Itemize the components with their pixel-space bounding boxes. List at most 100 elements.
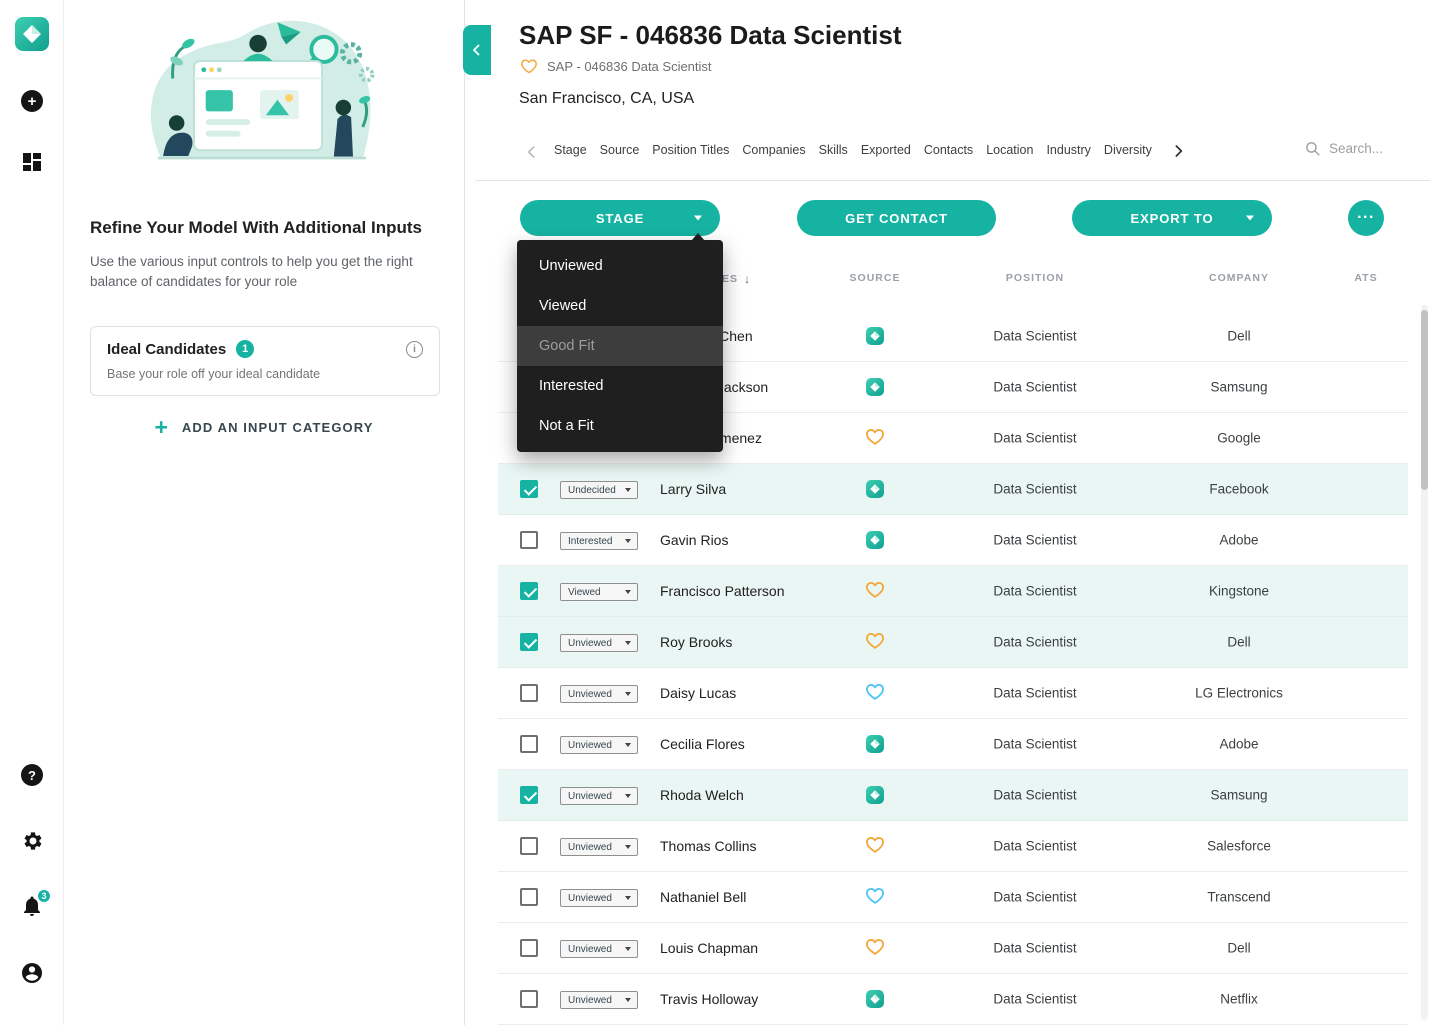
favorite-heart-icon[interactable]: [520, 58, 538, 74]
filter-tab[interactable]: Skills: [818, 143, 848, 157]
export-to-button[interactable]: EXPORT TO: [1072, 200, 1272, 236]
column-header-source: SOURCE: [849, 272, 901, 284]
add-input-category-button[interactable]: + ADD AN INPUT CATEGORY: [64, 416, 464, 439]
candidate-company: Transcend: [1207, 889, 1271, 905]
more-actions-button[interactable]: ...: [1348, 200, 1384, 236]
stage-select[interactable]: Undecided: [560, 481, 638, 499]
stage-menu-item[interactable]: Not a Fit: [539, 418, 594, 434]
row-checkbox[interactable]: [520, 939, 538, 957]
table-row[interactable]: Undecided Larry Silva Data Scientist Fac…: [498, 464, 1408, 515]
source-cell: [866, 735, 884, 753]
row-checkbox[interactable]: [520, 735, 538, 753]
stage-select[interactable]: Unviewed: [560, 838, 638, 856]
stage-select[interactable]: Unviewed: [560, 685, 638, 703]
candidate-name: Travis Holloway: [660, 991, 759, 1007]
chevron-down-icon: [625, 845, 631, 849]
app-source-icon: [866, 327, 884, 345]
favorite-heart-orange-icon[interactable]: [865, 938, 885, 959]
filter-tab[interactable]: Location: [986, 143, 1034, 157]
stage-select[interactable]: Unviewed: [560, 736, 638, 754]
chevron-down-icon: [625, 641, 631, 645]
row-checkbox[interactable]: [520, 888, 538, 906]
filter-tab[interactable]: Diversity: [1103, 143, 1152, 157]
info-icon[interactable]: i: [406, 340, 423, 358]
app-source-icon: [866, 378, 884, 396]
row-checkbox[interactable]: [520, 582, 538, 600]
sort-descending-icon: ↓: [744, 272, 752, 286]
candidate-position: Data Scientist: [993, 583, 1077, 599]
table-row[interactable]: Unviewed Louis Chapman Data Scientist De…: [498, 923, 1408, 974]
app-logo[interactable]: [15, 17, 49, 51]
chevron-down-icon: [625, 590, 631, 594]
row-checkbox[interactable]: [520, 480, 538, 498]
stage-select[interactable]: Unviewed: [560, 991, 638, 1009]
dashboard-icon[interactable]: [20, 150, 44, 174]
stage-select[interactable]: Viewed: [560, 583, 638, 601]
stage-menu-item[interactable]: Unviewed: [539, 258, 603, 274]
table-row[interactable]: Unviewed Cecilia Flores Data Scientist A…: [498, 719, 1408, 770]
table-row[interactable]: Viewed Francisco Patterson Data Scientis…: [498, 566, 1408, 617]
candidate-name: Gavin Rios: [660, 532, 729, 548]
stage-menu-item[interactable]: Good Fit: [517, 326, 723, 366]
help-icon[interactable]: ?: [20, 763, 44, 787]
favorite-heart-orange-icon[interactable]: [865, 581, 885, 602]
stage-select[interactable]: Unviewed: [560, 940, 638, 958]
row-checkbox[interactable]: [520, 531, 538, 549]
table-row[interactable]: Unviewed Rhoda Welch Data Scientist Sams…: [498, 770, 1408, 821]
stage-menu-item[interactable]: Interested: [539, 378, 604, 394]
table-row[interactable]: Unviewed Daisy Lucas Data Scientist LG E…: [498, 668, 1408, 719]
candidate-company: Dell: [1227, 634, 1251, 650]
account-icon[interactable]: [20, 961, 44, 985]
tabs-scroll-right-button[interactable]: [1168, 141, 1188, 166]
filter-tab[interactable]: Exported: [860, 143, 911, 157]
ideal-candidates-card[interactable]: Ideal Candidates 1 i Base your role off …: [90, 326, 440, 396]
scrollbar-track[interactable]: [1421, 305, 1428, 1020]
stage-button[interactable]: STAGE: [520, 200, 720, 236]
row-checkbox[interactable]: [520, 786, 538, 804]
table-row[interactable]: Unviewed Travis Holloway Data Scientist …: [498, 974, 1408, 1025]
chevron-left-icon: [468, 41, 486, 59]
candidate-company: Salesforce: [1207, 838, 1271, 854]
favorite-heart-orange-icon[interactable]: [865, 632, 885, 653]
filter-tab[interactable]: Stage: [554, 143, 587, 157]
search-input[interactable]: [1329, 141, 1421, 156]
filter-tab[interactable]: Source: [599, 143, 640, 157]
row-checkbox[interactable]: [520, 633, 538, 651]
candidate-position: Data Scientist: [993, 328, 1077, 344]
table-row[interactable]: Unviewed Roy Brooks Data Scientist Dell: [498, 617, 1408, 668]
chevron-down-icon: [625, 947, 631, 951]
stage-select[interactable]: Unviewed: [560, 787, 638, 805]
filter-tab[interactable]: Position Titles: [652, 143, 730, 157]
stage-select[interactable]: Unviewed: [560, 889, 638, 907]
get-contact-button[interactable]: GET CONTACT: [797, 200, 996, 236]
stage-menu-item[interactable]: Viewed: [539, 298, 587, 314]
candidate-company: Samsung: [1210, 379, 1268, 395]
app-source-icon: [866, 531, 884, 549]
chevron-down-icon: [625, 998, 631, 1002]
row-checkbox[interactable]: [520, 990, 538, 1008]
notifications-icon[interactable]: 3: [20, 887, 52, 920]
source-cell: [866, 786, 884, 804]
filter-tab[interactable]: Contacts: [923, 143, 974, 157]
source-cell: [866, 990, 884, 1008]
table-row[interactable]: Unviewed Thomas Collins Data Scientist S…: [498, 821, 1408, 872]
filter-tab[interactable]: Industry: [1046, 143, 1091, 157]
candidate-name: Roy Brooks: [660, 634, 733, 650]
collapse-sidebar-button[interactable]: [463, 25, 491, 75]
stage-select[interactable]: Unviewed: [560, 634, 638, 652]
scrollbar-thumb[interactable]: [1421, 310, 1428, 490]
add-icon[interactable]: +: [20, 89, 44, 113]
candidate-name: Daisy Lucas: [660, 685, 737, 701]
table-row[interactable]: Unviewed Nathaniel Bell Data Scientist T…: [498, 872, 1408, 923]
settings-icon[interactable]: [20, 829, 44, 853]
stage-select[interactable]: Interested: [560, 532, 638, 550]
favorite-heart-orange-icon[interactable]: [865, 836, 885, 857]
favorite-heart-blue-icon[interactable]: [865, 887, 885, 908]
tabs-scroll-left-button[interactable]: [522, 142, 542, 167]
row-checkbox[interactable]: [520, 684, 538, 702]
favorite-heart-orange-icon[interactable]: [865, 428, 885, 449]
filter-tab[interactable]: Companies: [742, 143, 806, 157]
favorite-heart-blue-icon[interactable]: [865, 683, 885, 704]
row-checkbox[interactable]: [520, 837, 538, 855]
table-row[interactable]: Interested Gavin Rios Data Scientist Ado…: [498, 515, 1408, 566]
